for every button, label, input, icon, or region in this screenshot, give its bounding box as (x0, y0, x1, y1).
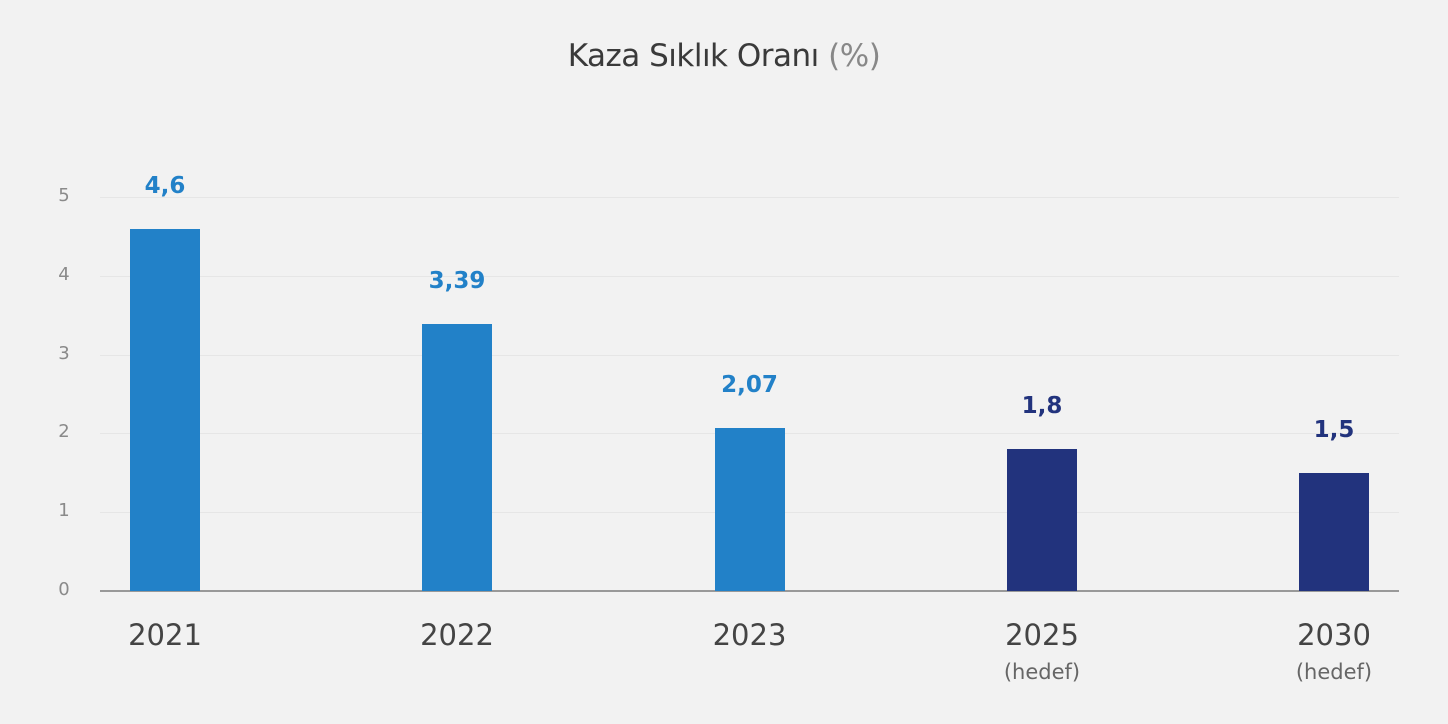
y-tick-label: 4 (58, 264, 70, 285)
gridline (100, 197, 1399, 198)
value-label: 1,8 (1021, 393, 1063, 420)
bar-2022 (422, 323, 492, 591)
gridline (100, 276, 1399, 277)
x-tick-label: 2023 (712, 618, 787, 652)
x-tick-label: 2025 (1005, 618, 1079, 652)
value-label: 1,5 (1313, 416, 1355, 443)
x-tick-sublabel: (hedef) (1295, 660, 1373, 684)
chart-title-main: Kaza Sıklık Oranı (567, 38, 820, 74)
x-tick-sublabel: (hedef) (1003, 660, 1081, 684)
chart-title: Kaza Sıklık Oranı (%) (0, 38, 1448, 74)
x-axis-line (100, 590, 1399, 592)
bar-2023 (714, 427, 785, 591)
chart-title-unit: (%) (828, 38, 881, 74)
bar-2025 (1007, 449, 1077, 591)
y-tick-label: 3 (58, 343, 70, 364)
y-tick-label: 2 (58, 421, 70, 442)
value-label: 2,07 (721, 371, 778, 398)
bar-2021 (130, 228, 200, 591)
y-tick-label: 0 (58, 579, 70, 600)
value-label: 4,6 (144, 172, 186, 199)
gridline (100, 355, 1399, 356)
y-tick-label: 1 (58, 500, 70, 521)
x-tick-label: 2030 (1297, 618, 1371, 652)
bar-2030 (1299, 472, 1369, 591)
x-tick-label: 2022 (420, 618, 494, 652)
value-label: 3,39 (428, 267, 486, 294)
y-tick-label: 5 (58, 185, 70, 206)
x-tick-label: 2021 (128, 618, 202, 652)
